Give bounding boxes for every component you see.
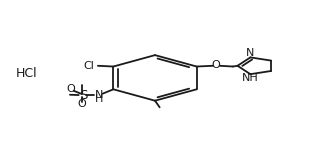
Text: Cl: Cl [83, 61, 94, 71]
Text: O: O [211, 60, 220, 71]
Text: S: S [80, 89, 87, 102]
Text: N: N [95, 90, 103, 101]
Text: N: N [246, 48, 255, 58]
Text: O: O [78, 99, 86, 109]
Text: HCl: HCl [16, 67, 38, 80]
Text: O: O [67, 84, 76, 94]
Text: H: H [95, 94, 103, 104]
Text: NH: NH [242, 73, 259, 83]
